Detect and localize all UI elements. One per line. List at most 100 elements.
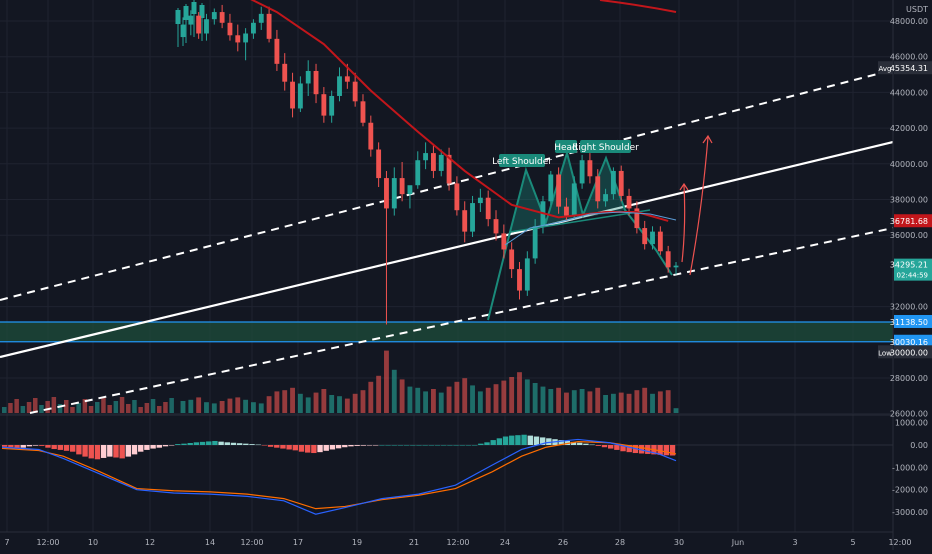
macd-hist-bar bbox=[385, 445, 391, 446]
price-axis[interactable]: USDT 48000.00 46000.00 44000.00 42000.00 4000… bbox=[878, 0, 932, 550]
macd-hist-bar bbox=[577, 442, 583, 445]
volume-bar bbox=[95, 402, 100, 413]
zone-bottom-label-bg bbox=[894, 334, 932, 348]
candle-body bbox=[188, 15, 194, 25]
time-label: 10 bbox=[88, 538, 98, 547]
macd-hist-bar bbox=[236, 443, 243, 445]
macd-hist-bar bbox=[274, 445, 280, 448]
macd-hist-bar bbox=[298, 445, 305, 452]
candle-body bbox=[673, 265, 679, 268]
volume-bar bbox=[642, 387, 648, 413]
candle-body bbox=[454, 183, 460, 211]
candle-body bbox=[211, 12, 217, 20]
volume-bar bbox=[344, 398, 350, 413]
candle-body bbox=[610, 170, 616, 195]
volume-bar bbox=[384, 350, 389, 413]
volume-bar bbox=[101, 398, 106, 413]
candle-body bbox=[297, 83, 303, 109]
volume-bar bbox=[113, 401, 119, 413]
macd-hist-bar bbox=[669, 445, 676, 456]
time-label: 30 bbox=[674, 538, 684, 547]
macd-hist-bar bbox=[113, 445, 119, 458]
trend-channel[interactable] bbox=[0, 69, 894, 414]
candle-body bbox=[595, 176, 601, 202]
volume-bar bbox=[556, 387, 562, 413]
price-tick: 38000.00 bbox=[890, 196, 928, 205]
macd-hist-bar bbox=[645, 445, 651, 454]
macd-hist-bar bbox=[107, 445, 113, 457]
projection-arrows[interactable] bbox=[679, 134, 713, 276]
macd-hist-bar bbox=[156, 445, 162, 448]
volume-bar bbox=[180, 401, 186, 413]
volume-bar bbox=[454, 381, 460, 413]
volume-bar bbox=[51, 397, 57, 413]
volume-bar bbox=[368, 381, 374, 413]
macd-hist-bar bbox=[502, 436, 509, 445]
volume-bar bbox=[211, 403, 217, 413]
macd-hist-bar bbox=[243, 443, 249, 445]
macd-hist-bar bbox=[26, 445, 33, 447]
time-label: 7 bbox=[4, 538, 9, 547]
volume-bar bbox=[33, 398, 38, 413]
price-tick: 44000.00 bbox=[890, 88, 928, 97]
macd-hist-bar bbox=[539, 437, 546, 445]
volume-bar bbox=[227, 398, 233, 413]
zone-fill bbox=[0, 321, 893, 342]
macd-hist-bar bbox=[88, 445, 94, 459]
time-label: Jun bbox=[731, 538, 745, 547]
volume-bar bbox=[564, 392, 569, 413]
candlesticks bbox=[175, 0, 679, 325]
volume-bar bbox=[297, 393, 303, 413]
macd-hist-bar bbox=[471, 445, 478, 446]
volume-bar bbox=[57, 404, 63, 413]
candle-body bbox=[368, 122, 374, 150]
macd-hist-bar bbox=[212, 440, 218, 445]
macd-hist-bar bbox=[100, 445, 107, 458]
volume-bar bbox=[132, 400, 137, 413]
macd-hist-bar bbox=[144, 445, 150, 450]
left-shoulder-label: Left Shoulder bbox=[492, 157, 552, 167]
macd-hist-bar bbox=[403, 445, 410, 446]
volume-bar bbox=[571, 390, 577, 413]
time-label: 12:00 bbox=[36, 538, 59, 547]
macd-hist-bar bbox=[138, 445, 144, 452]
macd-hist-bar bbox=[199, 441, 206, 445]
candle-body bbox=[191, 2, 197, 14]
macd-hist-bar bbox=[39, 445, 45, 446]
time-axis[interactable]: 7 12:00 10 12 14 12:00 17 19 21 12:00 24 26 28 30 Jun 3… bbox=[4, 538, 911, 547]
price-tick: 32000.00 bbox=[890, 303, 928, 312]
countdown-label: 02:44:59 bbox=[897, 272, 928, 280]
candle-body bbox=[243, 33, 249, 43]
macd-hist-bar bbox=[317, 445, 323, 453]
volume-bar bbox=[243, 399, 249, 413]
grid bbox=[0, 0, 901, 533]
macd-hist-bar bbox=[63, 445, 70, 451]
candle-body bbox=[219, 12, 225, 23]
volume-bar bbox=[219, 401, 225, 413]
macd-hist-bar bbox=[286, 445, 292, 450]
volume-bar bbox=[88, 406, 94, 413]
currency-label: USDT bbox=[906, 5, 928, 14]
candle-body bbox=[509, 249, 515, 270]
volume-bar bbox=[64, 400, 69, 413]
macd-hist-bar bbox=[441, 445, 447, 446]
time-label: 12 bbox=[145, 538, 155, 547]
macd-hist-bar bbox=[410, 445, 416, 446]
macd-hist-bar bbox=[329, 445, 336, 450]
macd-hist-bar bbox=[119, 445, 125, 459]
zone-top-label-bg bbox=[894, 314, 932, 328]
macd-hist-bar bbox=[465, 445, 472, 446]
volume-bar bbox=[188, 399, 194, 413]
volume-bar bbox=[251, 402, 256, 413]
volume-bar bbox=[313, 392, 319, 413]
volume-bar bbox=[399, 379, 405, 413]
volume-bar bbox=[169, 398, 174, 413]
volume-bar bbox=[337, 396, 342, 413]
macd-hist-bar bbox=[162, 445, 169, 447]
candle-body bbox=[587, 160, 593, 177]
macd-hist-bar bbox=[14, 445, 20, 449]
price-tick: 36000.00 bbox=[890, 231, 928, 240]
